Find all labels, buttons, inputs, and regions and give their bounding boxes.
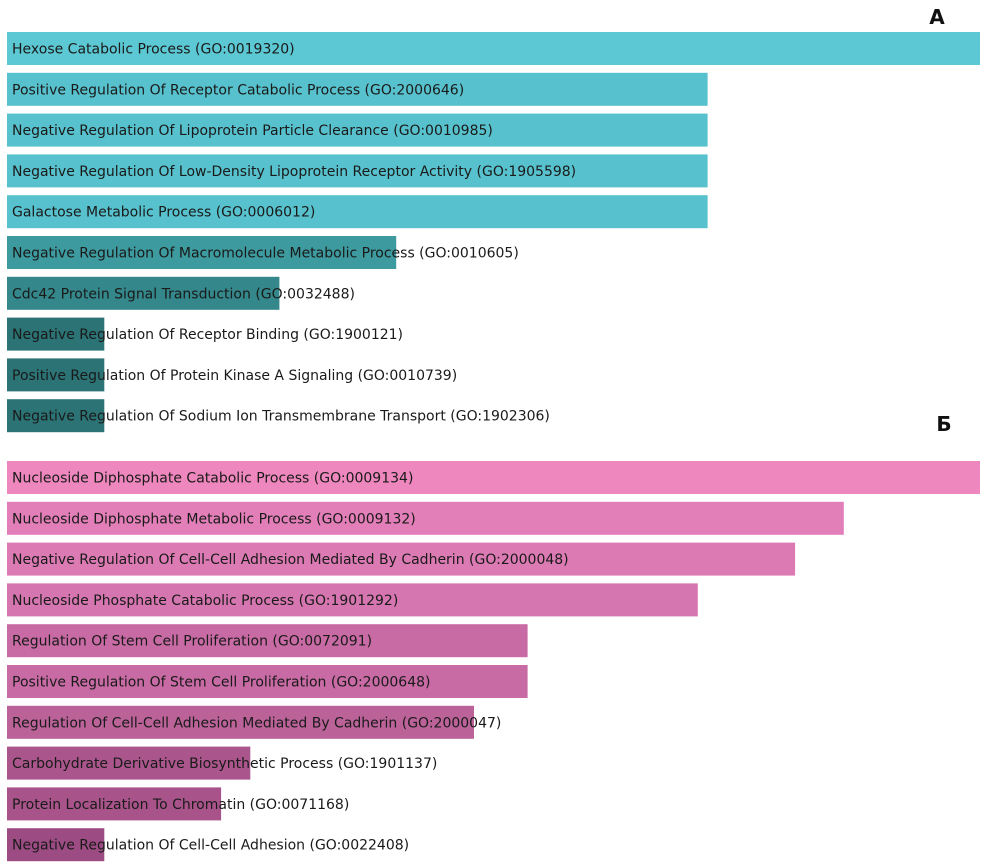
bar-label: Nucleoside Phosphate Catabolic Process (… bbox=[12, 593, 398, 609]
bar bbox=[7, 358, 105, 392]
bar-label: Regulation Of Cell-Cell Adhesion Mediate… bbox=[12, 715, 501, 731]
chart-panel-b: Nucleoside Diphosphate Catabolic Process… bbox=[7, 461, 980, 862]
bar-label: Positive Regulation Of Stem Cell Prolife… bbox=[12, 675, 430, 691]
bar bbox=[7, 501, 844, 535]
bar bbox=[7, 154, 708, 188]
bar bbox=[7, 787, 222, 821]
bar-label: Regulation Of Stem Cell Proliferation (G… bbox=[12, 634, 372, 650]
panel-label-a: A bbox=[929, 5, 945, 29]
panel-label-b: Б bbox=[936, 412, 951, 436]
bar bbox=[7, 113, 708, 147]
bar-label: Positive Regulation Of Protein Kinase A … bbox=[12, 368, 457, 384]
bar bbox=[7, 624, 528, 658]
bar-label: Carbohydrate Derivative Biosynthetic Pro… bbox=[12, 756, 437, 772]
bar bbox=[7, 705, 474, 739]
bar bbox=[7, 72, 708, 106]
bar bbox=[7, 542, 796, 576]
bar-label: Negative Regulation Of Cell-Cell Adhesio… bbox=[12, 838, 409, 854]
bar-label: Nucleoside Diphosphate Metabolic Process… bbox=[12, 511, 416, 527]
bar bbox=[7, 32, 980, 65]
bar bbox=[7, 195, 708, 229]
bar-label: Negative Regulation Of Cell-Cell Adhesio… bbox=[12, 552, 569, 568]
bar bbox=[7, 461, 980, 494]
bar-label: Negative Regulation Of Low-Density Lipop… bbox=[12, 164, 576, 180]
chart-panel-a: Hexose Catabolic Process (GO:0019320) Pos… bbox=[7, 32, 980, 433]
bar-label: Protein Localization To Chromatin (GO:00… bbox=[12, 797, 349, 813]
bar-label: Negative Regulation Of Lipoprotein Parti… bbox=[12, 123, 493, 139]
bar-label: Cdc42 Protein Signal Transduction (GO:00… bbox=[12, 286, 355, 302]
bar-label: Galactose Metabolic Process (GO:0006012) bbox=[12, 205, 315, 221]
bar-label: Nucleoside Diphosphate Catabolic Process… bbox=[12, 471, 413, 487]
bar bbox=[7, 828, 105, 862]
bar bbox=[7, 399, 105, 433]
bar-label: Hexose Catabolic Process (GO:0019320) bbox=[12, 42, 295, 58]
bar bbox=[7, 317, 105, 351]
bar-label: Negative Regulation Of Sodium Ion Transm… bbox=[12, 409, 550, 425]
bar bbox=[7, 276, 280, 310]
bar-label: Positive Regulation Of Receptor Cataboli… bbox=[12, 82, 464, 98]
bar-label: Negative Regulation Of Macromolecule Met… bbox=[12, 246, 519, 262]
bar bbox=[7, 746, 251, 780]
bar bbox=[7, 236, 397, 269]
bar bbox=[7, 583, 698, 617]
bar bbox=[7, 665, 528, 698]
bar-label: Negative Regulation Of Receptor Binding … bbox=[12, 327, 403, 343]
